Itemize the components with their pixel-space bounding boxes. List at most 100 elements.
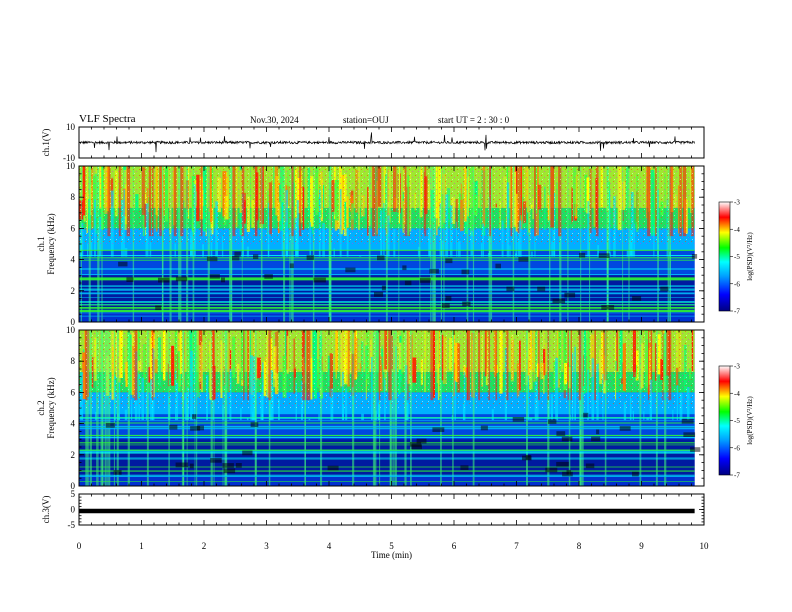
y-tick-label: 0 xyxy=(71,505,76,515)
spectrogram-dropout xyxy=(409,442,422,447)
y-tick-label: 4 xyxy=(71,419,76,429)
frequency-ylabel: Frequency (kHz) xyxy=(46,213,56,274)
figure-title: VLF Spectra xyxy=(79,113,136,125)
spectrogram-dropout xyxy=(548,419,557,424)
spectrogram-dropout xyxy=(591,436,601,442)
spectrogram-dropout xyxy=(209,274,220,279)
spectrogram-streak xyxy=(361,413,364,421)
colorbar-label: log(PSD)(V²/Hz) xyxy=(746,232,754,281)
spectrogram-dropout xyxy=(683,432,696,437)
x-tick-label: 7 xyxy=(514,541,519,551)
spectrogram-dropout xyxy=(235,463,242,468)
spectrogram-dropout xyxy=(374,292,384,297)
spectrogram-dropout xyxy=(232,255,240,261)
colorbar-gradient xyxy=(718,201,731,312)
spectrogram-dropout xyxy=(579,252,586,258)
spectrogram-dropout xyxy=(377,255,385,261)
colorbar-ch2: -3 -4 -5 -6 -7 log(PSD)(V²/Hz) xyxy=(718,363,754,480)
spectrogram-streak xyxy=(623,401,627,421)
header-station: station=OUJ xyxy=(343,115,389,125)
spectrogram-dropout xyxy=(681,418,694,424)
spectrogram-dropout xyxy=(419,278,431,283)
spectrogram-dropout xyxy=(506,286,515,292)
spectrogram-dropout xyxy=(518,257,529,262)
spectrogram-dropout xyxy=(234,251,241,257)
spectrogram-dropout xyxy=(253,254,259,260)
spectrogram-dropout xyxy=(250,422,259,427)
spectrogram-dropout xyxy=(289,263,294,269)
spectrogram-dropout xyxy=(461,269,470,275)
y-tick-label: 4 xyxy=(71,255,76,265)
y-tick-label: -10 xyxy=(63,153,75,163)
spectrogram-streak xyxy=(626,250,629,257)
spectrogram-streak xyxy=(124,409,128,421)
spectrogram-streak xyxy=(491,409,494,421)
channel-label: ch.1 xyxy=(36,236,46,251)
spectrogram-dropout xyxy=(175,462,189,468)
y-tick-label: -5 xyxy=(68,520,76,530)
spectrogram-dropout xyxy=(462,301,471,307)
spectrogram-speckle xyxy=(79,330,695,408)
spectrogram-dropout xyxy=(416,438,427,444)
spectrogram-dropout xyxy=(210,458,222,463)
spectrogram-streak xyxy=(124,248,128,257)
spectrogram-streak xyxy=(672,409,674,421)
spectrogram-dropout xyxy=(460,465,469,470)
spectrogram-streak xyxy=(643,411,645,421)
spectrogram-dropout xyxy=(411,444,422,450)
spectrogram-dropout xyxy=(632,471,639,477)
spectrogram-dropout xyxy=(264,274,273,279)
spectrogram-band xyxy=(79,439,695,477)
spectrogram-streak xyxy=(221,235,224,257)
spectrogram-dropout xyxy=(660,286,669,292)
spectrogram-dropout xyxy=(564,292,576,298)
spectrogram-dropout xyxy=(327,465,339,471)
spectrogram-streak xyxy=(417,246,421,257)
spectrogram-dropout xyxy=(381,285,386,291)
spectrogram-speckle xyxy=(79,166,695,244)
spectrogram-streak xyxy=(529,417,533,421)
spectrogram-dropout xyxy=(158,277,170,283)
spectrogram-streak xyxy=(509,245,511,257)
y-tick-label: 8 xyxy=(71,192,76,202)
colorbar-tick-label: -6 xyxy=(734,444,740,452)
spectrogram-dropout xyxy=(545,467,558,473)
time-axis: 0 1 2 3 4 5 6 7 8 9 10 Time (min) xyxy=(77,541,709,560)
spectrogram-dropout xyxy=(404,280,412,286)
x-tick-label: 9 xyxy=(639,541,644,551)
colorbar-tick-label: -3 xyxy=(734,363,740,371)
spectrogram-dropout xyxy=(556,431,566,436)
ch3-ylabel: ch.3(V) xyxy=(41,496,51,524)
y-tick-label: 8 xyxy=(71,356,76,366)
spectrogram-dropout xyxy=(306,255,315,260)
spectrogram-streak xyxy=(131,399,133,421)
spectrogram-dropout xyxy=(556,461,569,467)
y-tick-label: 0 xyxy=(71,317,76,327)
x-tick-label: 1 xyxy=(139,541,144,551)
spectrogram-streak xyxy=(308,418,311,421)
spectrogram-dropout xyxy=(221,277,225,283)
channel-label: ch.2 xyxy=(36,400,46,415)
spectrogram-dropout xyxy=(445,258,453,264)
x-tick-label: 3 xyxy=(264,541,269,551)
spectrogram-streak xyxy=(531,251,533,257)
ch2-spectrogram-panel: 0 2 4 6 8 10 ch.2 Frequency (kHz) xyxy=(36,325,705,491)
spectrogram-streak xyxy=(149,242,152,257)
spectrogram-streak xyxy=(90,240,93,257)
colorbar-ch1: -3 -4 -5 -6 -7 log(PSD)(V²/Hz) xyxy=(718,199,754,316)
y-tick-label: 10 xyxy=(66,325,76,335)
x-tick-label: 6 xyxy=(452,541,457,551)
spectrogram-dropout xyxy=(155,305,162,311)
spectrogram-dropout xyxy=(432,427,445,432)
spectrogram-dropout xyxy=(223,468,236,474)
x-tick-label: 4 xyxy=(327,541,332,551)
spectrogram-dropout xyxy=(189,463,194,469)
spectrogram-dropout xyxy=(445,296,452,301)
colorbar-tick-label: -4 xyxy=(734,390,740,398)
spectrogram-streak xyxy=(551,241,553,257)
spectrogram-dropout xyxy=(495,263,501,269)
spectrogram-dropout xyxy=(192,414,197,419)
x-axis-label: Time (min) xyxy=(371,550,412,560)
spectrogram-dropout xyxy=(480,425,488,431)
header-start-time: start UT = 2 : 30 : 0 xyxy=(438,115,510,125)
